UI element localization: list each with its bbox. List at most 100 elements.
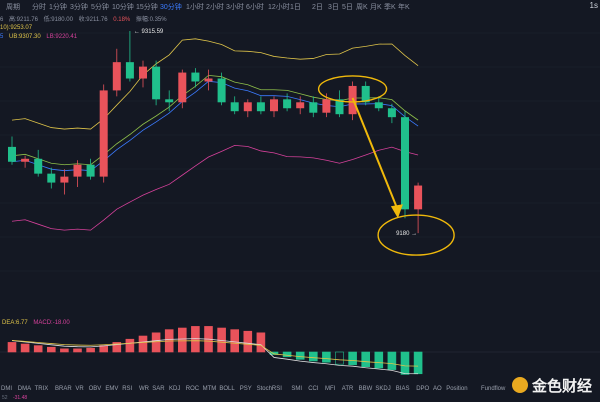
period-tab[interactable]: 2小时 (206, 4, 224, 11)
macd-dea-label: DEA:6.77 (2, 320, 28, 326)
indicator-tab[interactable]: BOLL (219, 386, 235, 392)
indicator-tab[interactable]: SMI (291, 386, 303, 392)
candle-body (217, 78, 226, 103)
period-tab[interactable]: 10分钟 (112, 4, 134, 11)
boll-lower-line (11, 144, 419, 231)
boll-band-label-row: 5 UB:9307.30 LB:9220.41 (0, 34, 77, 40)
macd-bar (387, 351, 397, 370)
period-tab[interactable]: 3小时 (226, 4, 244, 11)
candle-body (86, 164, 95, 177)
indicator-tab[interactable]: DMA (17, 386, 32, 392)
period-tab[interactable]: 季K (384, 4, 396, 11)
indicator-tab[interactable]: RSI (122, 386, 133, 392)
candle (296, 96, 305, 115)
candle-body (374, 102, 383, 109)
period-tab[interactable]: 5日 (342, 4, 353, 11)
candle (217, 72, 226, 106)
indicator-tab[interactable]: KDJ (169, 386, 181, 392)
boll-mid-label: 10):9253.07 (0, 25, 33, 31)
macd-bar (99, 345, 108, 353)
candle-body (230, 102, 239, 112)
indicator-tab[interactable]: PSY (239, 386, 252, 392)
macd-bar (20, 343, 30, 353)
macd-bar (112, 342, 122, 353)
indicator-tab[interactable]: WR (139, 386, 149, 392)
macd-label-row: DEA:6.77 MACD:-18.00 (2, 320, 70, 326)
indicator-tab[interactable]: EMV (105, 386, 119, 392)
candle (178, 69, 187, 109)
candle (309, 96, 318, 118)
period-tab[interactable]: 周K (356, 4, 368, 11)
indicator-tab[interactable]: StochRSI (256, 386, 282, 392)
indicator-tab[interactable]: Fundflow (481, 386, 506, 392)
jinse-logo: 金色财经 (511, 375, 592, 396)
candle-body (8, 146, 16, 162)
amplitude-value: 振幅:0.35% (135, 17, 167, 23)
period-tab[interactable]: 2日 (312, 4, 323, 11)
candle (348, 81, 357, 121)
indicator-tab[interactable]: DMI (1, 386, 12, 392)
macd-bar (125, 338, 135, 353)
period-tab[interactable]: 30分钟 (160, 4, 182, 11)
period-tab[interactable]: 15分钟 (136, 4, 158, 11)
boll-ub-prefix: 5 (0, 34, 4, 40)
indicator-tab[interactable]: DPO (416, 386, 430, 392)
indicator-tab[interactable]: BIAS (395, 386, 410, 392)
period-tab[interactable]: 6小时 (246, 4, 264, 11)
period-tab[interactable]: 周期 (6, 4, 20, 11)
period-tab[interactable]: 分时 (32, 4, 46, 11)
indicator-tab[interactable]: MFI (325, 386, 336, 392)
candle-body (21, 158, 30, 162)
macd-bar (295, 351, 305, 360)
indicator-tab[interactable]: SKDJ (375, 386, 391, 392)
period-tab[interactable]: 月K (370, 4, 382, 11)
highlight-circle-bottom (377, 214, 455, 256)
candle (21, 155, 30, 168)
candle-body (34, 158, 43, 174)
indicator-tab[interactable]: AO (433, 386, 442, 392)
candle-body (73, 164, 82, 177)
candle (335, 90, 344, 118)
candle-body (178, 72, 187, 103)
indicator-tab[interactable]: CCI (308, 386, 319, 392)
period-tab[interactable]: 1分钟 (49, 4, 67, 11)
macd-value-label: MACD:-18.00 (33, 320, 70, 326)
period-tab[interactable]: 1小时 (186, 4, 204, 11)
period-tab[interactable]: 1日 (290, 4, 301, 11)
candlestick-chart[interactable]: ← 9315.59 9180 → (0, 23, 600, 313)
macd-bar (256, 332, 266, 353)
indicator-tab[interactable]: Position (446, 386, 468, 392)
candle-body (243, 102, 252, 112)
refresh-interval-button[interactable]: 1s (589, 1, 598, 10)
period-tab[interactable]: 3分钟 (70, 4, 88, 11)
indicator-tab[interactable]: SAR (152, 386, 165, 392)
period-tab[interactable]: 12小时 (268, 4, 290, 11)
change-percent: 0.18% (113, 17, 131, 23)
indicator-tab[interactable]: ROC (185, 386, 200, 392)
boll-mid-line (11, 80, 419, 172)
macd-bar (335, 351, 344, 365)
macd-bar (348, 351, 357, 366)
candle-body (296, 102, 305, 109)
macd-bar (151, 332, 161, 353)
period-tab[interactable]: 年K (398, 4, 410, 11)
candle-body (414, 185, 423, 210)
indicator-tab[interactable]: BRAR (55, 386, 72, 392)
candle (414, 182, 423, 234)
indicator-tab[interactable]: TRIX (34, 386, 49, 392)
candle-body (112, 62, 121, 91)
indicator-tab[interactable]: ATR (341, 386, 354, 392)
indicator-tab[interactable]: VR (75, 386, 84, 392)
candle-body (99, 90, 108, 177)
macd-bar (413, 351, 423, 375)
indicator-tab[interactable]: OBV (88, 386, 102, 392)
macd-dif-line (11, 338, 419, 375)
period-tab[interactable]: 3日 (328, 4, 339, 11)
macd-bar (361, 351, 371, 368)
candle (99, 84, 108, 183)
period-tab[interactable]: 5分钟 (91, 4, 109, 11)
indicator-tab[interactable]: BBW (358, 386, 373, 392)
candle (387, 103, 396, 124)
low-price-label: 9180 → (396, 231, 417, 237)
indicator-tab[interactable]: MTM (202, 386, 217, 392)
